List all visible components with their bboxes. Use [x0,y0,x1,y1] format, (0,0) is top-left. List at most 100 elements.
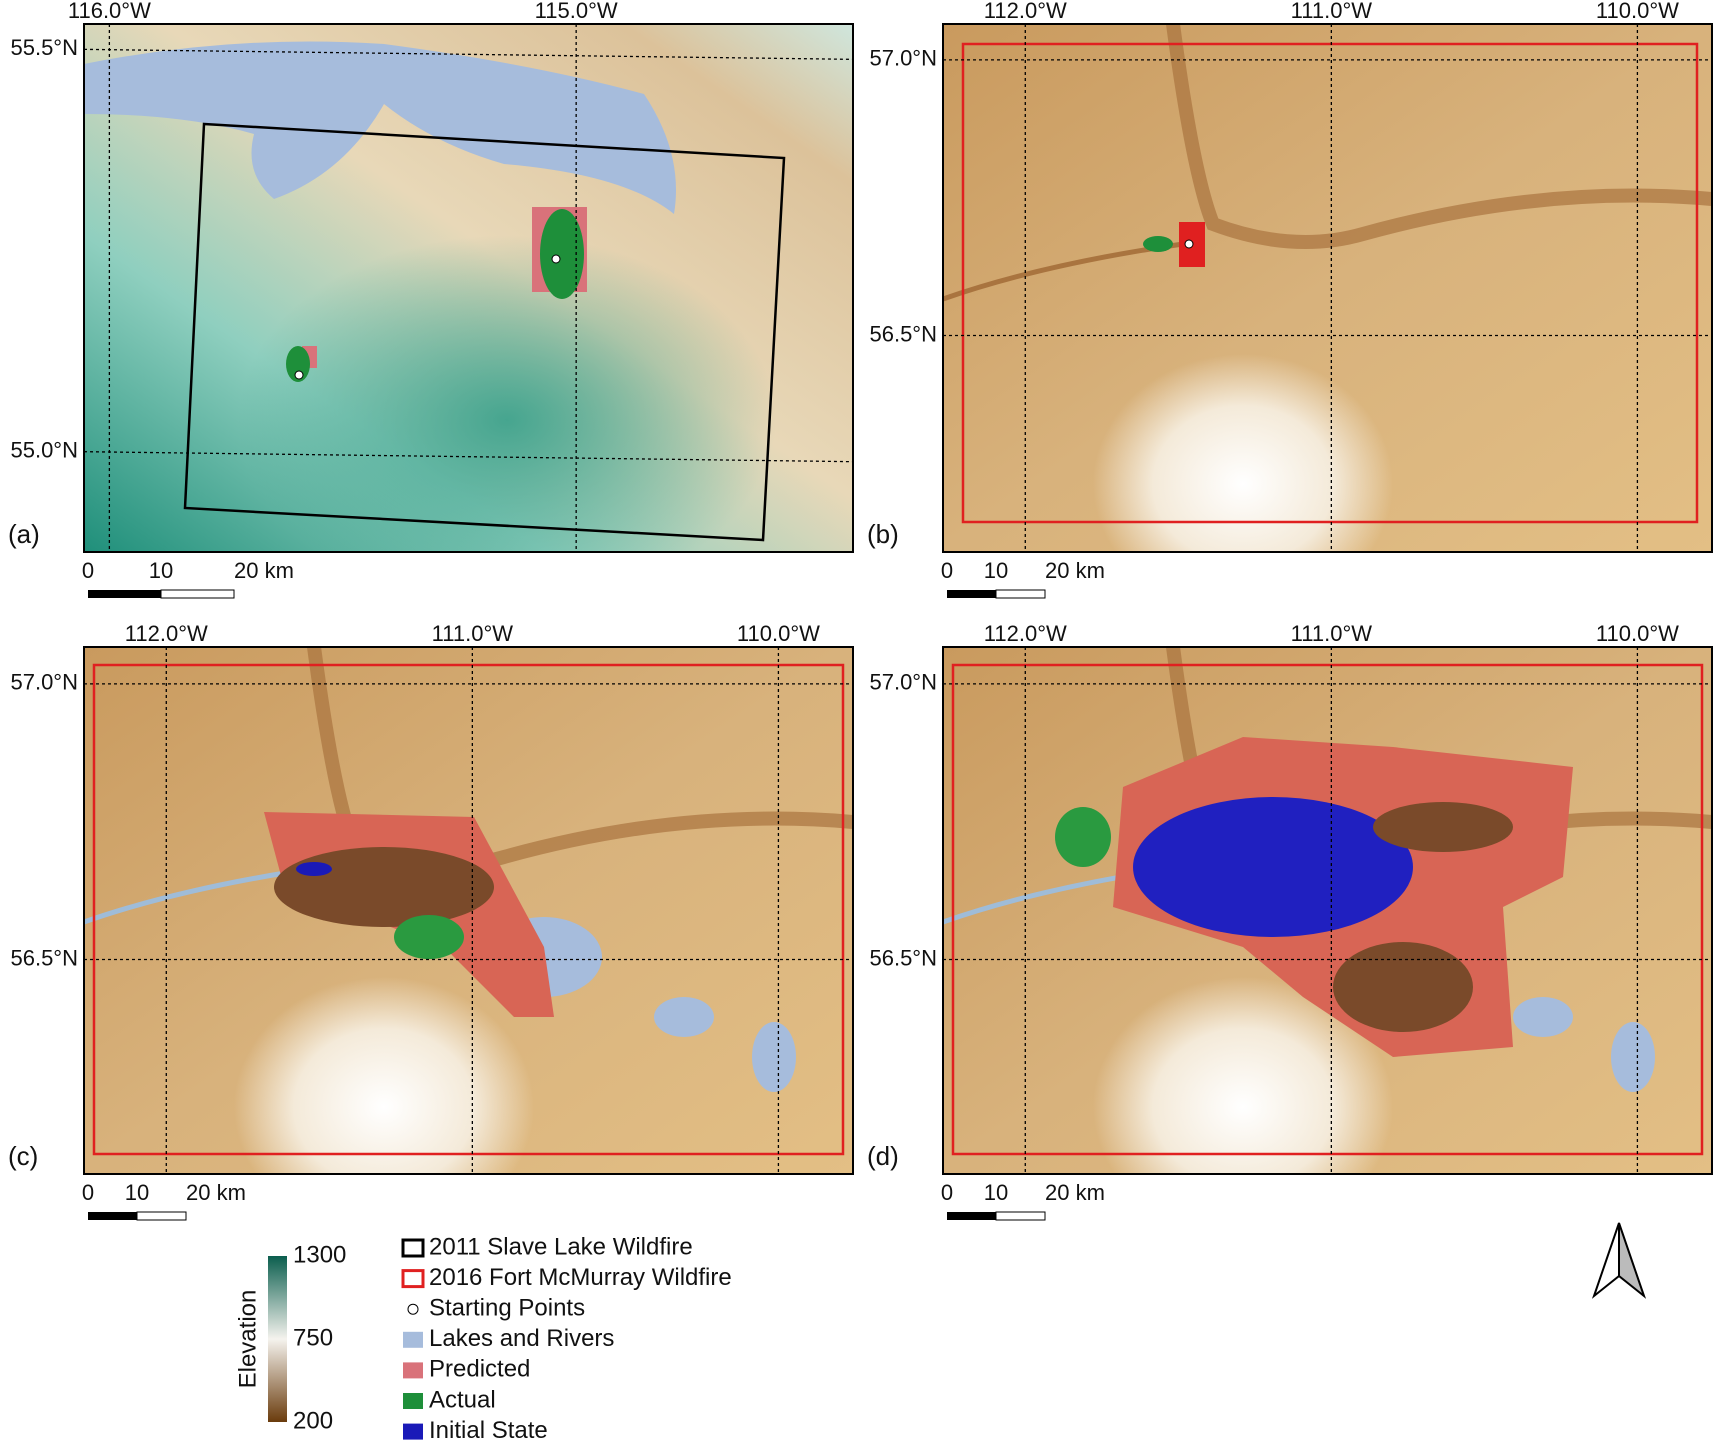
lon-label: 110.0°W [1596,621,1679,646]
scale-label: 10 [984,1180,1008,1205]
lake [1611,1022,1655,1092]
scale-label: 0 [82,1180,94,1205]
scale-label: 10 [149,558,173,583]
actual [286,346,310,382]
scale-label: 20 km [234,558,294,583]
legend-label: Lakes and Rivers [429,1325,614,1352]
legend-swatch [403,1423,423,1440]
lat-label: 57.0°N [10,670,78,695]
colorbar-tick: 200 [293,1407,333,1434]
burned [1333,942,1473,1032]
legend-swatch [401,1269,425,1289]
legend-swatch [403,1331,423,1348]
graticule [83,451,854,463]
actual [1143,236,1173,252]
legend-label: 2016 Fort McMurray Wildfire [429,1264,732,1291]
map-panel: 116.0°W 115.0°W 55.5°N 55.0°N (a) 0 10 20 km [8,0,854,599]
lon-label: 111.0°W [1291,621,1373,646]
map-panel: 112.0°W 111.0°W 110.0°W 57.0°N 56.5°N (d) 0 10 2… [867,621,1713,1221]
lat-label: 57.0°N [869,46,937,71]
start-point [551,254,561,264]
scale-label: 10 [984,558,1008,583]
panel-label: (c) [8,1141,38,1171]
colorbar-title: Elevation [234,1290,261,1389]
lon-label: 110.0°W [737,621,820,646]
panel-label: (b) [867,519,899,549]
legend-label: Initial State [429,1417,548,1444]
lat-label: 56.5°N [869,945,937,970]
map-content [943,647,1712,1174]
lon-label: 115.0°W [535,0,618,23]
legend-swatch [403,1393,423,1409]
actual [540,209,584,299]
initial-state [1133,797,1413,937]
lake [84,41,676,214]
lon-label: 112.0°W [125,621,208,646]
scale-label: 0 [941,558,953,583]
map-content [943,24,1712,552]
lake [752,1022,796,1092]
actual [394,915,464,959]
scale-bar [995,1211,1046,1221]
legend-swatch [401,1238,425,1258]
burned [274,847,494,927]
north-arrow [1591,1222,1647,1299]
lat-label: 56.5°N [869,321,937,346]
terrain-high [234,977,534,1174]
lake [654,997,714,1037]
scale-label: 20 km [1045,558,1105,583]
frame [942,23,1713,553]
scale-bar [160,589,235,599]
initial-state [296,862,332,876]
legend-label: Predicted [429,1356,530,1383]
terrain-high [1093,354,1393,552]
scale-bar [947,1212,996,1220]
scale-bar [947,590,996,598]
fire-area [92,663,845,1156]
map-panel: 112.0°W 111.0°W 110.0°W 57.0°N 56.5°N (b) 0 10 2… [867,0,1713,599]
scale-label: 20 km [186,1180,246,1205]
legend-label: 2011 Slave Lake Wildfire [429,1233,693,1260]
lake [1513,997,1573,1037]
frame [942,646,1713,1175]
frame [83,23,854,553]
graticule [83,48,854,60]
lon-label: 112.0°W [984,621,1067,646]
start-point [294,370,304,380]
frame [83,646,854,1175]
legend-swatch [407,1303,419,1315]
map-panel: 112.0°W 111.0°W 110.0°W 57.0°N 56.5°N (c) 0 10 2… [8,621,854,1221]
map-content [84,647,853,1174]
lon-label: 116.0°W [68,0,151,23]
panel-label: (d) [867,1141,899,1171]
legend-label: Starting Points [429,1295,585,1322]
lon-label: 111.0°W [1291,0,1373,23]
river [1166,24,1712,249]
lat-label: 55.5°N [10,35,78,60]
scale-bar [136,1211,187,1221]
scale-bar [88,590,161,598]
fire-area [951,663,1704,1156]
start-point [1184,239,1194,249]
map-content [84,24,853,552]
lat-label: 55.0°N [10,437,78,462]
lon-label: 111.0°W [432,621,514,646]
lat-label: 57.0°N [869,670,937,695]
panel-label: (a) [8,519,40,549]
fire-area [961,42,1699,524]
colorbar-tick: 750 [293,1324,333,1351]
scale-bar [995,589,1046,599]
scale-label: 10 [125,1180,149,1205]
colorbar-tick: 1300 [293,1241,346,1268]
lat-label: 56.5°N [10,945,78,970]
lon-label: 112.0°W [984,0,1067,23]
scale-bar [88,1212,137,1220]
scale-label: 0 [82,558,94,583]
legend-label: Actual [429,1386,496,1413]
actual [1055,807,1111,867]
legend-swatch [403,1362,423,1379]
scale-label: 20 km [1045,1180,1105,1205]
fire-area [183,122,786,542]
